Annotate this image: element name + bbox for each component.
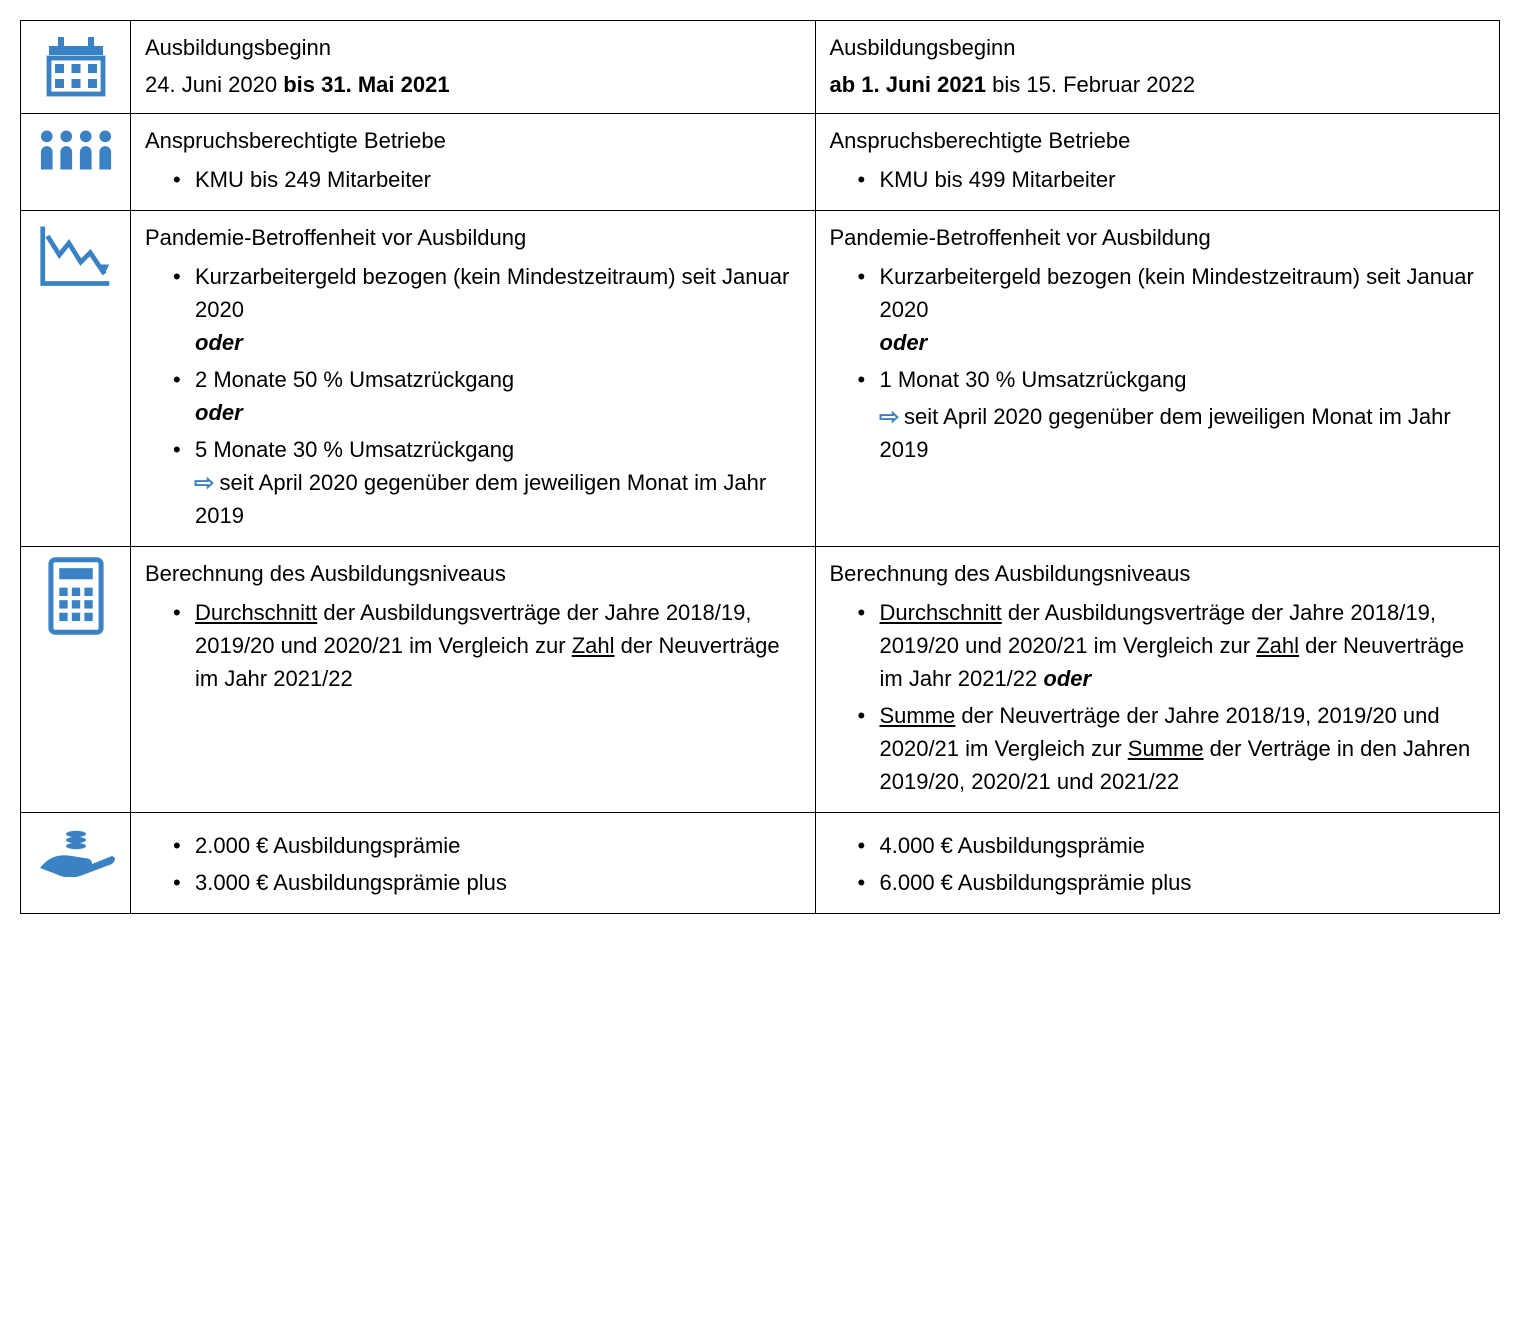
row4-right-b1-u1: Summe <box>880 703 956 728</box>
calendar-icon <box>40 31 112 103</box>
list-item: Kurzarbeitergeld bezogen (kein Mindestze… <box>858 260 1486 359</box>
row4-left-heading: Berechnung des Ausbildungsniveaus <box>145 557 801 590</box>
row1-icon-cell <box>21 21 131 114</box>
comparison-table: Ausbildungsbeginn 24. Juni 2020 bis 31. … <box>20 20 1500 914</box>
row1-right-heading: Ausbildungsbeginn <box>830 31 1486 64</box>
row3-left-arrow-text: seit April 2020 gegenüber dem jeweiligen… <box>195 470 766 528</box>
row5-left-bullets: 2.000 € Ausbildungsprämie 3.000 € Ausbil… <box>145 829 801 899</box>
row3-right-heading: Pandemie-Betroffenheit vor Ausbildung <box>830 221 1486 254</box>
list-item: Summe der Neuverträge der Jahre 2018/19,… <box>858 699 1486 798</box>
table-row: Pandemie-Betroffenheit vor Ausbildung Ku… <box>21 211 1500 547</box>
row3-left-heading: Pandemie-Betroffenheit vor Ausbildung <box>145 221 801 254</box>
row3-left-b0: Kurzarbeitergeld bezogen (kein Mindestze… <box>195 264 789 322</box>
list-item: 2 Monate 50 % Umsatzrückgang oder <box>173 363 801 429</box>
row3-left-or0: oder <box>195 326 801 359</box>
row1-left-date: 24. Juni 2020 bis 31. Mai 2021 <box>145 68 801 101</box>
table-row: Ausbildungsbeginn 24. Juni 2020 bis 31. … <box>21 21 1500 114</box>
row3-left-b1: 2 Monate 50 % Umsatzrückgang <box>195 367 514 392</box>
arrow-right-icon: ⇨ <box>879 400 899 433</box>
row2-left-cell: Anspruchsberechtigte Betriebe KMU bis 24… <box>131 114 816 211</box>
table-row: Berechnung des Ausbildungsniveaus Durchs… <box>21 547 1500 813</box>
chart-down-icon <box>38 221 114 289</box>
row2-left-bullets: KMU bis 249 Mitarbeiter <box>145 163 801 196</box>
row1-right-date-bold: ab 1. Juni 2021 <box>830 72 987 97</box>
row1-left-date-bold: bis 31. Mai 2021 <box>283 72 449 97</box>
row3-left-bullets: Kurzarbeitergeld bezogen (kein Mindestze… <box>145 260 801 532</box>
list-item: KMU bis 249 Mitarbeiter <box>173 163 801 196</box>
row3-left-or1: oder <box>195 396 801 429</box>
row3-right-bullets: Kurzarbeitergeld bezogen (kein Mindestze… <box>830 260 1486 396</box>
row5-left-cell: 2.000 € Ausbildungsprämie 3.000 € Ausbil… <box>131 813 816 914</box>
table-row: Anspruchsberechtigte Betriebe KMU bis 24… <box>21 114 1500 211</box>
list-item: 4.000 € Ausbildungsprämie <box>858 829 1486 862</box>
list-item: Kurzarbeitergeld bezogen (kein Mindestze… <box>173 260 801 359</box>
arrow-right-icon: ⇨ <box>194 466 214 499</box>
row5-right-cell: 4.000 € Ausbildungsprämie 6.000 € Ausbil… <box>815 813 1500 914</box>
row2-icon-cell <box>21 114 131 211</box>
row2-right-heading: Anspruchsberechtigte Betriebe <box>830 124 1486 157</box>
row3-left-b2: 5 Monate 30 % Umsatzrückgang <box>195 437 514 462</box>
row4-icon-cell <box>21 547 131 813</box>
row3-right-cell: Pandemie-Betroffenheit vor Ausbildung Ku… <box>815 211 1500 547</box>
calculator-icon <box>48 557 104 635</box>
row1-left-heading: Ausbildungsbeginn <box>145 31 801 64</box>
row4-left-b0-u1: Durchschnitt <box>195 600 317 625</box>
row3-right-or0: oder <box>880 326 1486 359</box>
list-item: Durchschnitt der Ausbildungsverträge der… <box>173 596 801 695</box>
list-item: 6.000 € Ausbildungsprämie plus <box>858 866 1486 899</box>
row2-left-heading: Anspruchsberechtigte Betriebe <box>145 124 801 157</box>
row1-left-date-prefix: 24. Juni 2020 <box>145 72 283 97</box>
row4-right-b0-u1: Durchschnitt <box>880 600 1002 625</box>
people-icon <box>37 124 115 176</box>
row1-right-date: ab 1. Juni 2021 bis 15. Februar 2022 <box>830 68 1486 101</box>
row3-right-arrow-text: seit April 2020 gegenüber dem jeweiligen… <box>880 404 1451 462</box>
hand-coins-icon <box>36 823 116 877</box>
row1-right-cell: Ausbildungsbeginn ab 1. Juni 2021 bis 15… <box>815 21 1500 114</box>
list-item: 1 Monat 30 % Umsatzrückgang <box>858 363 1486 396</box>
row3-left-cell: Pandemie-Betroffenheit vor Ausbildung Ku… <box>131 211 816 547</box>
row3-right-b1: 1 Monat 30 % Umsatzrückgang <box>880 367 1187 392</box>
list-item: KMU bis 499 Mitarbeiter <box>858 163 1486 196</box>
row3-icon-cell <box>21 211 131 547</box>
row3-right-arrow-line: ⇨ seit April 2020 gegenüber dem jeweilig… <box>830 400 1486 466</box>
row4-right-b0-or: oder <box>1043 666 1091 691</box>
row3-right-b0: Kurzarbeitergeld bezogen (kein Mindestze… <box>880 264 1474 322</box>
list-item: 5 Monate 30 % Umsatzrückgang ⇨ seit Apri… <box>173 433 801 532</box>
row1-left-cell: Ausbildungsbeginn 24. Juni 2020 bis 31. … <box>131 21 816 114</box>
row2-right-cell: Anspruchsberechtigte Betriebe KMU bis 49… <box>815 114 1500 211</box>
list-item: Durchschnitt der Ausbildungsverträge der… <box>858 596 1486 695</box>
row4-right-bullets: Durchschnitt der Ausbildungsverträge der… <box>830 596 1486 798</box>
row5-right-bullets: 4.000 € Ausbildungsprämie 6.000 € Ausbil… <box>830 829 1486 899</box>
list-item: 2.000 € Ausbildungsprämie <box>173 829 801 862</box>
list-item: 3.000 € Ausbildungsprämie plus <box>173 866 801 899</box>
row4-right-cell: Berechnung des Ausbildungsniveaus Durchs… <box>815 547 1500 813</box>
row4-left-b0-u2: Zahl <box>572 633 615 658</box>
row4-right-b1-u2: Summe <box>1128 736 1204 761</box>
row1-right-date-suffix: bis 15. Februar 2022 <box>986 72 1195 97</box>
row4-right-b0-u2: Zahl <box>1256 633 1299 658</box>
row3-left-arrow-line: ⇨ seit April 2020 gegenüber dem jeweilig… <box>195 466 801 532</box>
row2-right-bullets: KMU bis 499 Mitarbeiter <box>830 163 1486 196</box>
row4-right-heading: Berechnung des Ausbildungsniveaus <box>830 557 1486 590</box>
row4-left-cell: Berechnung des Ausbildungsniveaus Durchs… <box>131 547 816 813</box>
row4-left-bullets: Durchschnitt der Ausbildungsverträge der… <box>145 596 801 695</box>
table-row: 2.000 € Ausbildungsprämie 3.000 € Ausbil… <box>21 813 1500 914</box>
row5-icon-cell <box>21 813 131 914</box>
